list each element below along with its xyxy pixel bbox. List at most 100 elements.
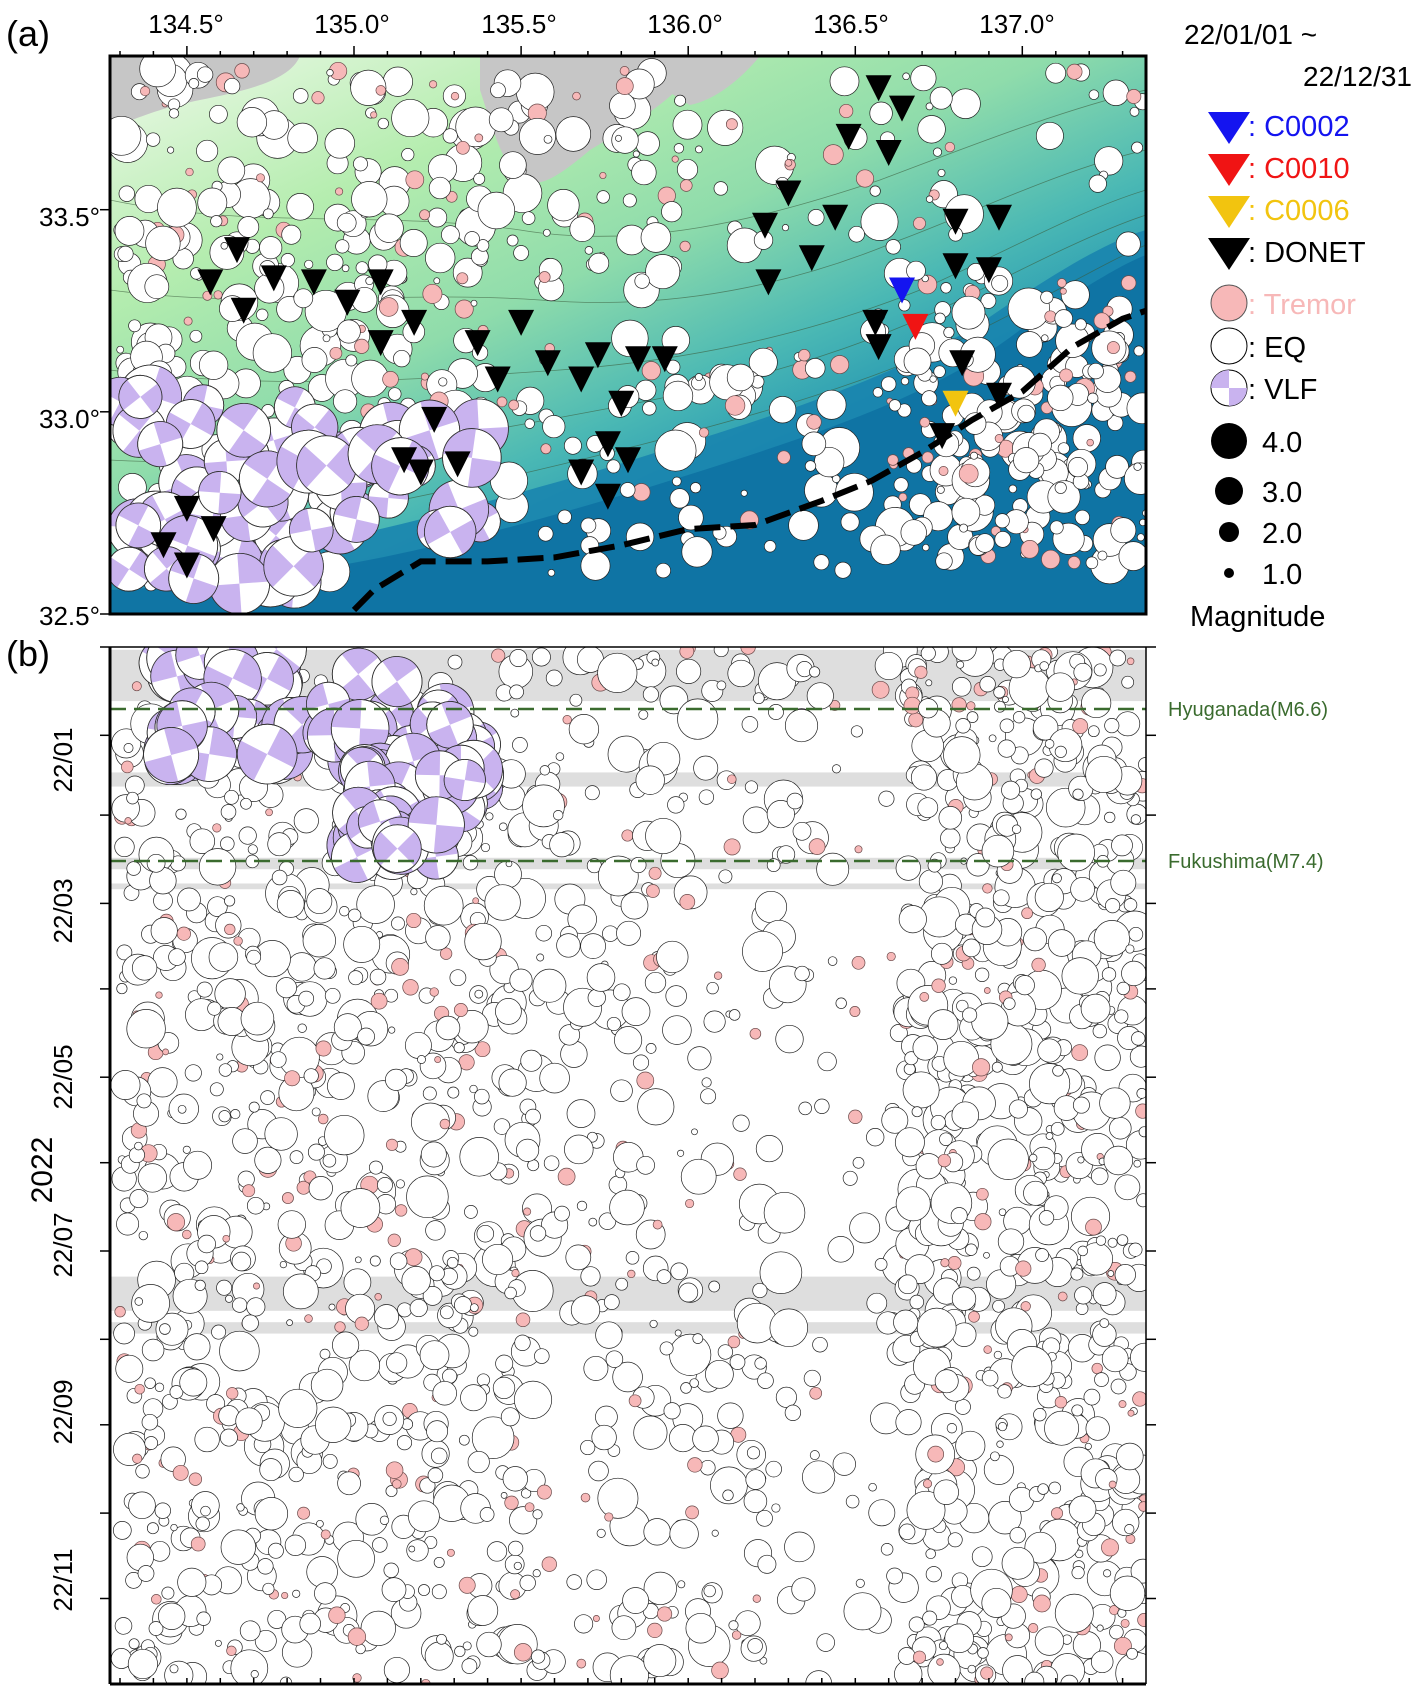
earthquake-event [611, 1615, 637, 1641]
earthquake-event [1139, 518, 1146, 527]
earthquake-event [1087, 392, 1099, 404]
earthquake-event [997, 1228, 1025, 1255]
earthquake-event [918, 869, 943, 894]
earthquake-event [971, 1002, 1009, 1040]
earthquake-event [196, 1611, 211, 1626]
earthquake-event [292, 1589, 301, 1598]
earthquake-event [532, 968, 567, 1003]
earthquake-event [754, 890, 788, 924]
earthquake-event [951, 497, 981, 527]
earthquake-event [197, 187, 228, 218]
earthquake-event [297, 1023, 307, 1033]
earthquake-event [634, 273, 650, 289]
earthquake-event [1074, 1286, 1093, 1305]
earthquake-event [498, 822, 508, 832]
earthquake-event [353, 156, 368, 172]
vlf-event [289, 507, 334, 553]
earthquake-event [606, 459, 621, 474]
earthquake-event [925, 1548, 936, 1560]
earthquake-event [620, 891, 649, 920]
earthquake-event [1125, 944, 1135, 954]
earthquake-event [680, 1158, 717, 1195]
earthquake-event [539, 765, 550, 776]
earthquake-event [135, 1464, 150, 1479]
tremor-event [183, 316, 193, 326]
earthquake-event [1093, 663, 1107, 677]
station-c0010 [902, 313, 929, 340]
tremor-event [524, 1502, 535, 1513]
earthquake-event [1029, 1153, 1038, 1163]
tremor-event [1054, 1396, 1068, 1409]
earthquake-event [812, 1336, 828, 1353]
tremor-event [1015, 1260, 1032, 1277]
vlf-event [208, 552, 271, 614]
tremor-event [226, 1387, 239, 1400]
earthquake-event [369, 968, 387, 986]
earthquake-event [220, 804, 237, 820]
earthquake-event [804, 358, 826, 379]
earthquake-event [1054, 481, 1067, 494]
earthquake-event [665, 985, 687, 1007]
earthquake-event [328, 1303, 336, 1311]
earthquake-event [855, 1578, 865, 1588]
earthquake-event [348, 1349, 381, 1382]
tremor-event [1126, 89, 1142, 104]
tremor-event [538, 271, 551, 284]
earthquake-event [288, 1466, 304, 1483]
tremor-event [808, 838, 826, 855]
earthquake-event [637, 1088, 675, 1126]
earthquake-event [348, 970, 364, 986]
tremor-event [304, 1314, 313, 1323]
tremor-event [687, 1457, 703, 1473]
tremor-event [387, 1233, 401, 1247]
earthquake-event [426, 1420, 449, 1443]
earthquake-event [994, 700, 1006, 713]
tremor-event [980, 1666, 994, 1680]
earthquake-event [677, 1149, 685, 1157]
earthquake-event [656, 1269, 672, 1284]
earthquake-event [200, 1505, 211, 1517]
earthquake-event [606, 1016, 621, 1032]
earthquake-event [706, 981, 719, 995]
earthquake-event [236, 1503, 245, 1512]
earthquake-event [748, 347, 778, 377]
earthquake-event [264, 1117, 298, 1151]
earthquake-event [722, 1489, 734, 1501]
tremor-event [679, 894, 696, 910]
earthquake-event [1024, 1671, 1045, 1684]
earthquake-event [848, 225, 865, 243]
tremor-event [121, 760, 134, 774]
station-donet [822, 204, 849, 231]
earthquake-event [1126, 1647, 1138, 1660]
earthquake-event [943, 736, 981, 774]
earthquake-event [659, 685, 689, 715]
tremor-event [233, 936, 243, 946]
earthquake-event [1133, 462, 1142, 471]
earthquake-event [1074, 318, 1087, 331]
tremor-event [944, 141, 956, 153]
tremor-event [446, 1548, 455, 1557]
tremor-event [604, 1512, 614, 1522]
earthquake-event [1130, 814, 1142, 825]
earthquake-event [141, 1338, 165, 1362]
earthquake-event [138, 1230, 148, 1241]
earthquake-event [280, 253, 295, 268]
earthquake-event [791, 1577, 816, 1602]
earthquake-event [951, 1101, 980, 1129]
earthquake-event [504, 1286, 517, 1300]
earthquake-event [870, 534, 901, 565]
earthquake-event [752, 1282, 768, 1299]
station-donet [942, 208, 969, 235]
earthquake-event [938, 1641, 948, 1651]
earthquake-event [509, 684, 524, 700]
earthquake-event [902, 72, 910, 81]
earthquake-event [1095, 1235, 1107, 1246]
earthquake-event [254, 1629, 277, 1652]
tremor-event [576, 1658, 587, 1669]
earthquake-event [981, 1369, 999, 1387]
earthquake-event [116, 944, 133, 961]
earthquake-event [1035, 1248, 1049, 1262]
earthquake-event [298, 990, 315, 1007]
earthquake-event [332, 1331, 360, 1359]
earthquake-event [922, 1610, 938, 1626]
